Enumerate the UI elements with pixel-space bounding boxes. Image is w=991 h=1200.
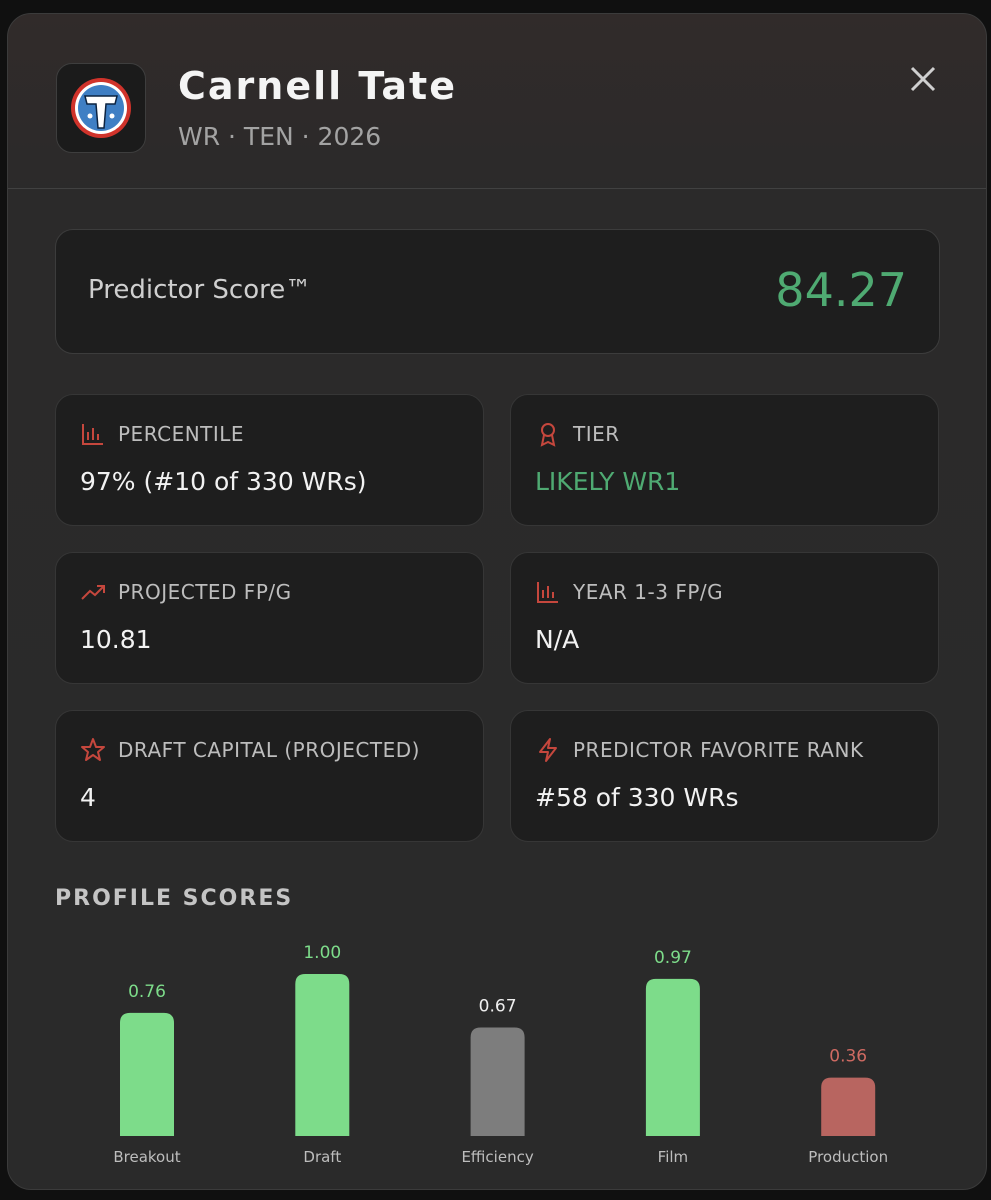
x-tick-label: Efficiency [461, 1148, 533, 1166]
stat-card: YEAR 1-3 FP/G N/A [510, 552, 939, 684]
stat-label: PERCENTILE [118, 422, 245, 446]
stat-value: #58 of 330 WRs [535, 783, 739, 812]
close-button[interactable] [908, 64, 938, 94]
team-logo [56, 63, 146, 153]
chart-icon [537, 582, 558, 603]
score-label: Predictor Score™ [88, 275, 312, 305]
stat-value: 97% (#10 of 330 WRs) [80, 467, 367, 496]
player-modal: Carnell Tate WR · TEN · 2026 Predictor S… [7, 13, 987, 1190]
stat-card: PROJECTED FP/G 10.81 [55, 552, 484, 684]
section-title: PROFILE SCORES [55, 886, 294, 911]
x-tick-label: Production [808, 1148, 888, 1166]
score-value: 84.27 [775, 263, 907, 317]
value-label: 0.97 [654, 948, 692, 968]
bar [470, 1027, 525, 1136]
stat-card: PERCENTILE 97% (#10 of 330 WRs) [55, 394, 484, 526]
award-icon [540, 423, 556, 447]
stat-value: LIKELY WR1 [535, 467, 681, 496]
player-name: Carnell Tate [178, 64, 457, 108]
score-card: Predictor Score™ 84.27 [55, 229, 940, 354]
x-tick-label: Breakout [113, 1148, 180, 1166]
stat-value: 10.81 [80, 625, 152, 654]
star-icon [81, 738, 105, 761]
bolt-icon [539, 738, 557, 762]
divider [8, 188, 986, 189]
value-label: 1.00 [303, 943, 341, 963]
stat-label: YEAR 1-3 FP/G [573, 580, 724, 604]
bar [120, 1012, 174, 1136]
stat-label: TIER [573, 422, 620, 446]
value-label: 0.67 [479, 996, 517, 1016]
chart-icon [82, 424, 103, 445]
stat-card: DRAFT CAPITAL (PROJECTED) 4 [55, 710, 484, 842]
stat-label: PROJECTED FP/G [118, 580, 292, 604]
value-label: 0.36 [829, 1047, 867, 1067]
bar [295, 974, 350, 1136]
trend-icon [81, 585, 105, 600]
stat-card: PREDICTOR FAVORITE RANK #58 of 330 WRs [510, 710, 939, 842]
player-subtitle: WR · TEN · 2026 [178, 122, 382, 151]
stat-value: N/A [535, 625, 580, 654]
stat-label: DRAFT CAPITAL (PROJECTED) [118, 738, 420, 762]
value-label: 0.76 [128, 982, 166, 1002]
stat-value: 4 [80, 783, 96, 812]
bar [821, 1077, 876, 1136]
stat-card: TIER LIKELY WR1 [510, 394, 939, 526]
bar [645, 978, 700, 1136]
logo-icon [71, 78, 131, 138]
profile-chart: 0.76 Breakout 1.00 Draft 0.67 Efficiency 0.97 F… [113, 943, 888, 1166]
stat-label: PREDICTOR FAVORITE RANK [573, 738, 864, 762]
x-tick-label: Film [658, 1148, 688, 1166]
x-tick-label: Draft [303, 1148, 341, 1166]
